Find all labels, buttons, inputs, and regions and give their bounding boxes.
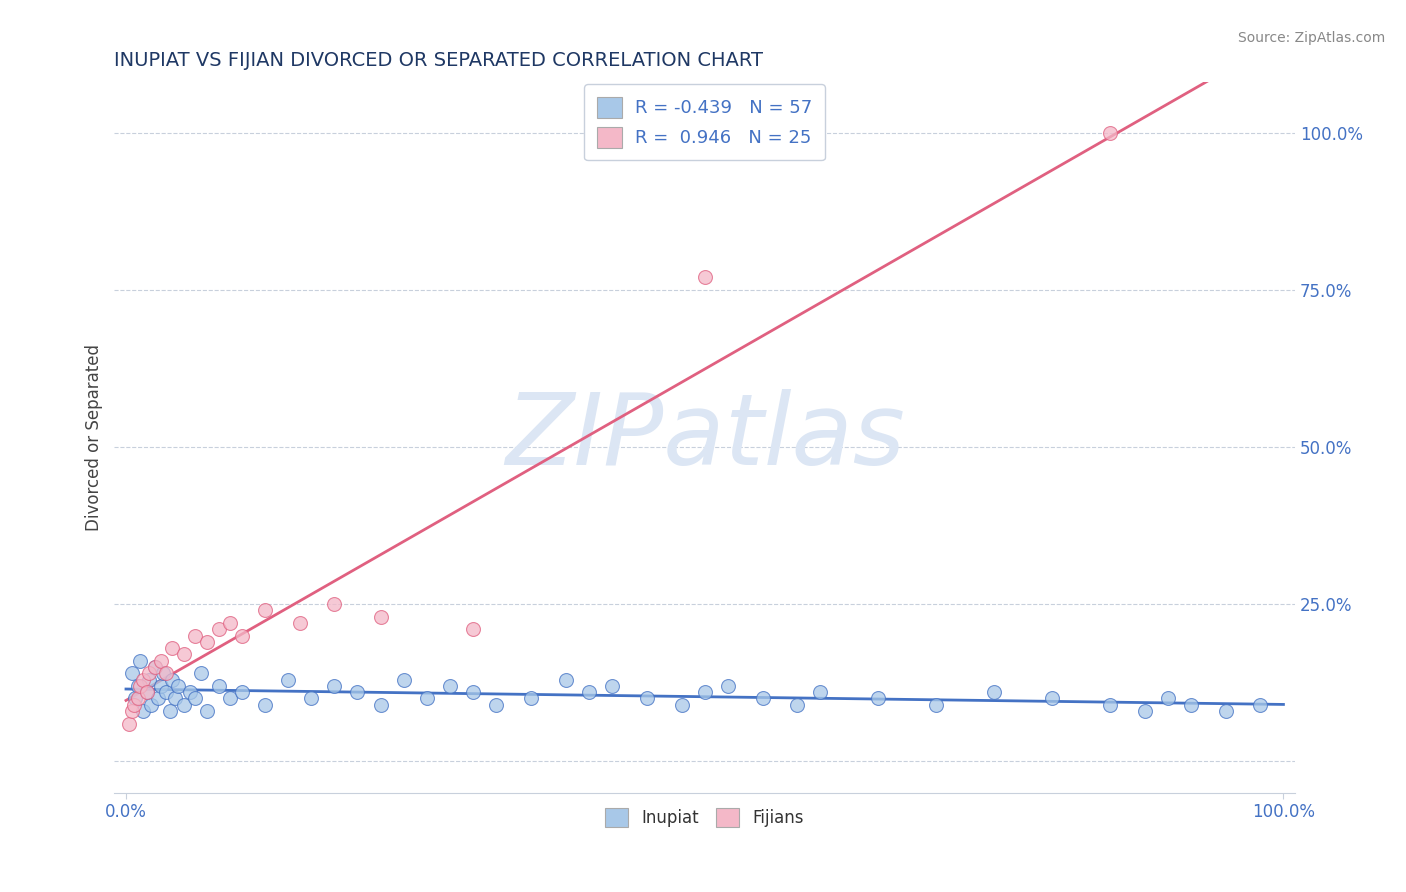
Point: [1180, 698, 1202, 712]
Point: [1249, 698, 1271, 712]
Point: [122, 698, 145, 712]
Point: [127, 679, 149, 693]
Point: [1215, 704, 1237, 718]
Point: [155, 685, 177, 699]
Point: [141, 698, 163, 712]
Point: [124, 691, 146, 706]
Point: [416, 691, 439, 706]
Point: [148, 691, 170, 706]
Point: [868, 691, 890, 706]
Point: [152, 666, 174, 681]
Point: [132, 673, 155, 687]
Point: [1133, 704, 1156, 718]
Text: ZIPatlas: ZIPatlas: [505, 389, 904, 486]
Point: [128, 654, 150, 668]
Point: [463, 685, 485, 699]
Point: [277, 673, 299, 687]
Point: [671, 698, 693, 712]
Point: [751, 691, 773, 706]
Point: [155, 666, 177, 681]
Point: [138, 673, 160, 687]
Point: [1157, 691, 1180, 706]
Point: [1098, 698, 1121, 712]
Point: [159, 704, 181, 718]
Point: [578, 685, 600, 699]
Point: [207, 679, 229, 693]
Point: [439, 679, 461, 693]
Point: [132, 704, 155, 718]
Point: [190, 666, 212, 681]
Point: [299, 691, 322, 706]
Point: [162, 641, 184, 656]
Point: [288, 615, 311, 630]
Point: [149, 654, 172, 668]
Point: [179, 685, 201, 699]
Point: [520, 691, 543, 706]
Point: [138, 666, 160, 681]
Point: [127, 691, 149, 706]
Point: [463, 622, 485, 636]
Point: [167, 679, 190, 693]
Y-axis label: Divorced or Separated: Divorced or Separated: [86, 344, 103, 531]
Point: [219, 691, 242, 706]
Point: [323, 597, 346, 611]
Point: [128, 679, 150, 693]
Point: [786, 698, 808, 712]
Point: [184, 628, 207, 642]
Point: [693, 270, 716, 285]
Point: [195, 634, 218, 648]
Point: [693, 685, 716, 699]
Point: [162, 673, 184, 687]
Point: [253, 603, 276, 617]
Point: [392, 673, 415, 687]
Point: [636, 691, 658, 706]
Point: [121, 666, 143, 681]
Point: [118, 716, 141, 731]
Point: [600, 679, 623, 693]
Point: [135, 685, 157, 699]
Point: [810, 685, 832, 699]
Point: [231, 628, 253, 642]
Point: [1098, 126, 1121, 140]
Point: [173, 648, 195, 662]
Point: [346, 685, 368, 699]
Point: [121, 704, 143, 718]
Legend: Inupiat, Fijians: Inupiat, Fijians: [599, 801, 811, 834]
Point: [717, 679, 740, 693]
Point: [173, 698, 195, 712]
Point: [149, 679, 172, 693]
Point: [983, 685, 1005, 699]
Point: [554, 673, 576, 687]
Point: [143, 660, 166, 674]
Point: [253, 698, 276, 712]
Point: [143, 660, 166, 674]
Point: [485, 698, 508, 712]
Point: [925, 698, 948, 712]
Point: [219, 615, 242, 630]
Text: INUPIAT VS FIJIAN DIVORCED OR SEPARATED CORRELATION CHART: INUPIAT VS FIJIAN DIVORCED OR SEPARATED …: [114, 51, 763, 70]
Text: Source: ZipAtlas.com: Source: ZipAtlas.com: [1237, 31, 1385, 45]
Point: [231, 685, 253, 699]
Point: [370, 609, 392, 624]
Point: [1040, 691, 1063, 706]
Point: [370, 698, 392, 712]
Point: [195, 704, 218, 718]
Point: [163, 691, 186, 706]
Point: [207, 622, 229, 636]
Point: [135, 685, 157, 699]
Point: [323, 679, 346, 693]
Point: [184, 691, 207, 706]
